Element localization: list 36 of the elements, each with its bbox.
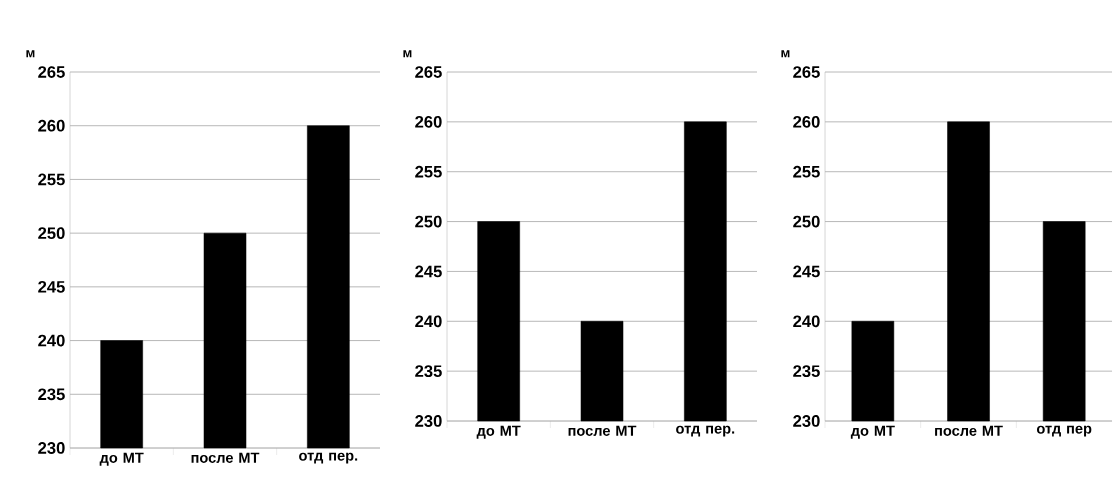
y-axis-title: м	[781, 50, 790, 58]
y-tick-label: 250	[415, 215, 442, 228]
x-tick-label: отд пер	[1036, 425, 1092, 437]
x-tick-label: до МТ	[850, 425, 895, 439]
y-tick-label: 250	[793, 215, 820, 228]
y-tick-label: 235	[793, 365, 820, 378]
x-tick-label: до МТ	[476, 425, 521, 439]
x-tick-label: после МТ	[935, 425, 1003, 436]
y-tick-label: 255	[415, 165, 442, 178]
y-tick-label: 245	[415, 265, 442, 278]
y-tick-label: 255	[793, 165, 820, 178]
y-tick-label: 230	[38, 442, 65, 454]
y-tick-label: 230	[793, 415, 820, 427]
y-tick-label: 240	[415, 315, 442, 328]
y-tick-label: 250	[38, 227, 65, 240]
y-tick-label: 235	[415, 365, 442, 378]
x-tick-label: после МТ	[191, 452, 260, 463]
y-tick-label: 245	[38, 280, 65, 293]
x-tick-label: отд пер.	[299, 452, 358, 464]
y-tick-label: 255	[38, 173, 65, 186]
y-tick-label: 240	[793, 315, 820, 328]
y-tick-label: 230	[415, 415, 442, 427]
y-tick-label: 265	[38, 66, 65, 78]
y-axis-title: м	[26, 50, 35, 58]
x-tick-label: после МТ	[568, 425, 637, 436]
x-tick-label: отд пер.	[676, 425, 735, 437]
y-tick-label: 245	[793, 265, 820, 278]
x-tick-label: до МТ	[99, 452, 144, 466]
y-axis-title: м	[403, 50, 412, 58]
y-tick-label: 265	[793, 66, 820, 78]
y-tick-label: 240	[38, 334, 65, 347]
y-tick-label: 235	[38, 388, 65, 401]
y-tick-label: 260	[793, 115, 820, 128]
y-tick-label: 260	[38, 119, 65, 132]
y-tick-label: 265	[415, 66, 442, 78]
y-tick-label: 260	[415, 115, 442, 128]
